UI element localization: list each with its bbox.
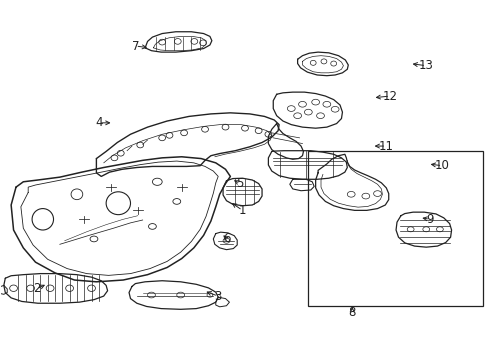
Text: 5: 5 [237, 177, 244, 190]
Bar [308, 152, 483, 306]
Text: 9: 9 [426, 213, 434, 226]
Text: 11: 11 [379, 140, 394, 153]
Text: 4: 4 [95, 116, 102, 129]
Text: 2: 2 [33, 283, 40, 296]
Text: 3: 3 [215, 289, 222, 303]
Text: 7: 7 [132, 40, 139, 53]
Text: 6: 6 [223, 233, 230, 246]
Text: 13: 13 [419, 59, 434, 72]
Text: 12: 12 [383, 90, 398, 103]
Text: 10: 10 [435, 159, 450, 172]
Text: 1: 1 [239, 204, 246, 217]
Text: 8: 8 [348, 306, 356, 319]
